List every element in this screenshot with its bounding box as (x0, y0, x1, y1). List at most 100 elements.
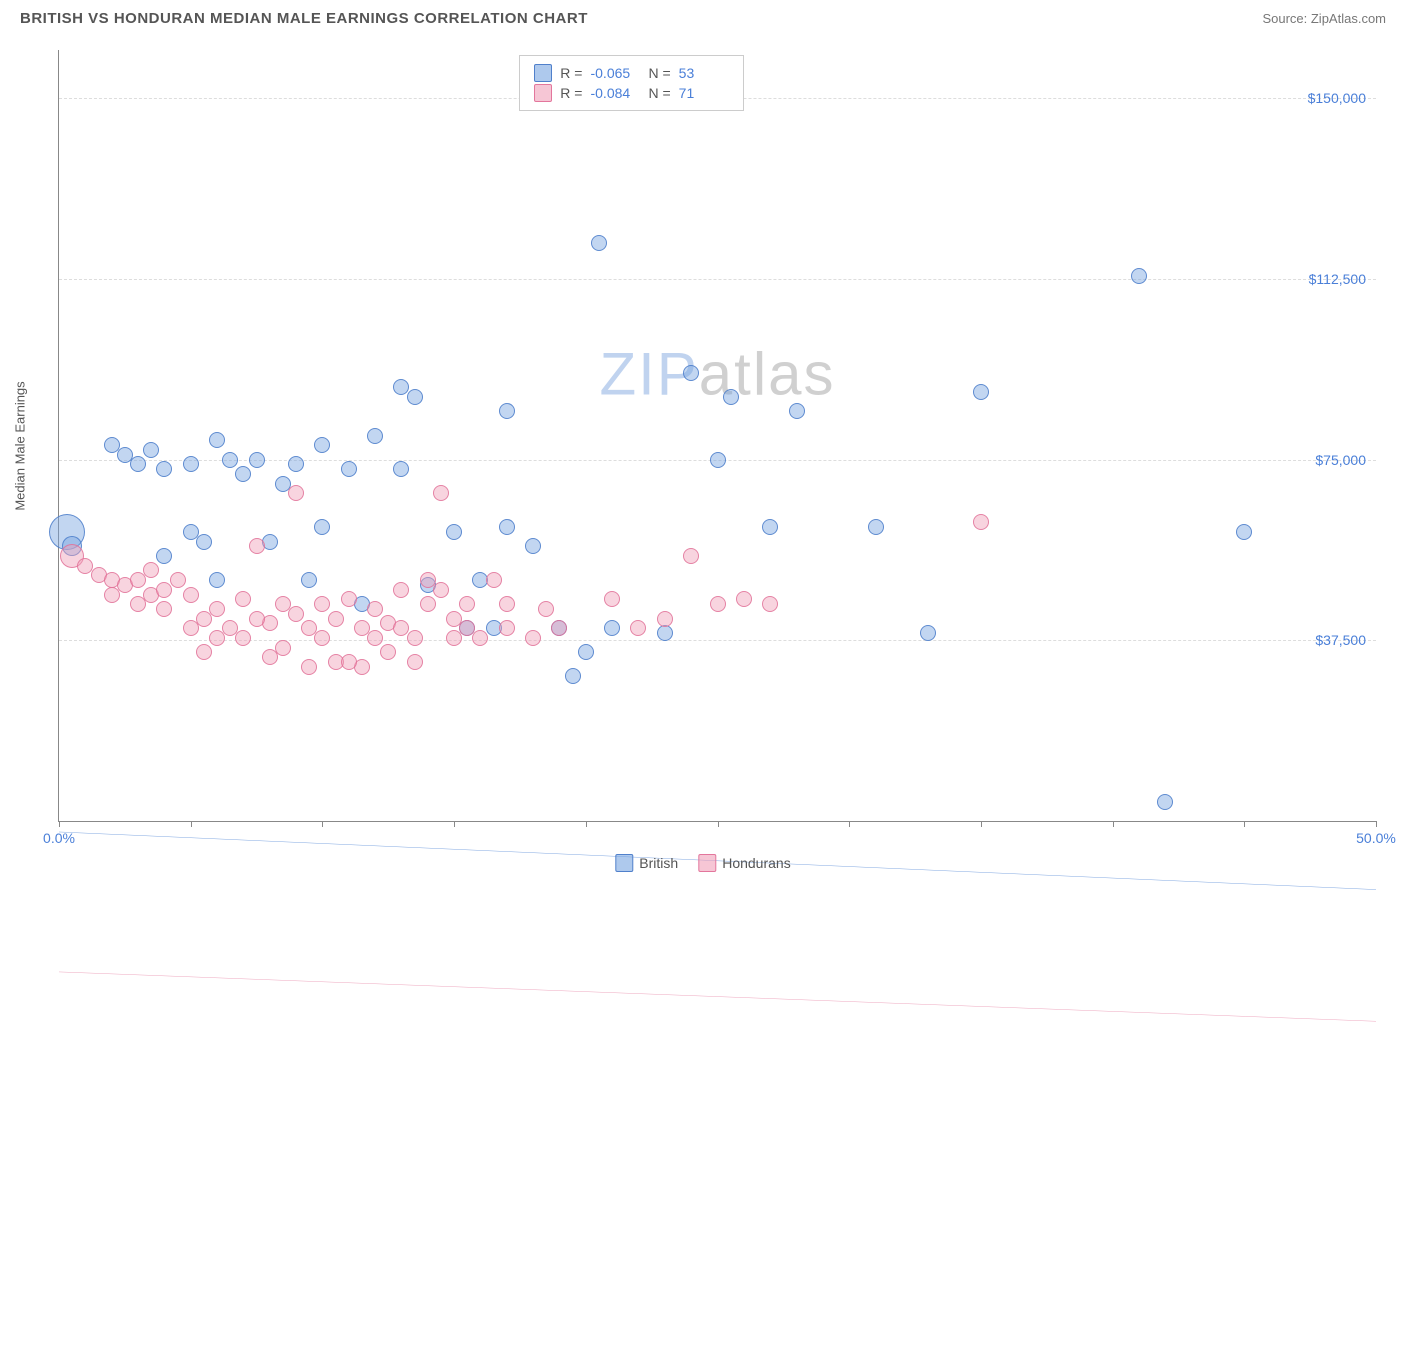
scatter-point (973, 384, 989, 400)
scatter-point (367, 630, 383, 646)
scatter-point (235, 630, 251, 646)
scatter-point (736, 591, 752, 607)
plot-area: ZIPatlas $37,500$75,000$112,500$150,0000… (58, 50, 1376, 822)
grid-line (59, 640, 1376, 641)
x-tick-label: 0.0% (43, 830, 75, 846)
scatter-point (407, 654, 423, 670)
y-tick-label: $112,500 (1309, 271, 1366, 287)
legend-swatch-british (615, 854, 633, 872)
stat-r-hondurans: -0.084 (590, 85, 640, 101)
chart-source: Source: ZipAtlas.com (1262, 11, 1386, 26)
scatter-point (1236, 524, 1252, 540)
scatter-point (209, 432, 225, 448)
scatter-point (762, 519, 778, 535)
scatter-point (341, 461, 357, 477)
stat-n-hondurans: 71 (679, 85, 729, 101)
scatter-point (446, 524, 462, 540)
scatter-point (657, 611, 673, 627)
y-tick-label: $150,000 (1308, 90, 1366, 106)
scatter-point (367, 428, 383, 444)
scatter-point (472, 630, 488, 646)
scatter-point (143, 442, 159, 458)
grid-line (59, 279, 1376, 280)
swatch-british (534, 64, 552, 82)
scatter-point (710, 452, 726, 468)
x-tick-label: 50.0% (1356, 830, 1396, 846)
y-tick-label: $37,500 (1315, 632, 1366, 648)
stat-row-british: R = -0.065 N = 53 (534, 64, 728, 82)
legend-label-hondurans: Hondurans (722, 855, 791, 871)
scatter-point (183, 587, 199, 603)
scatter-point (196, 534, 212, 550)
bottom-legend: British Hondurans (615, 854, 790, 872)
x-tick (191, 821, 192, 827)
scatter-point (209, 572, 225, 588)
scatter-point (723, 389, 739, 405)
legend-label-british: British (639, 855, 678, 871)
y-axis-label: Median Male Earnings (13, 381, 28, 510)
scatter-point (683, 548, 699, 564)
scatter-point (275, 640, 291, 656)
watermark-atlas: atlas (699, 340, 836, 407)
x-tick (59, 821, 60, 827)
x-tick (981, 821, 982, 827)
scatter-point (565, 668, 581, 684)
scatter-point (235, 591, 251, 607)
scatter-point (604, 591, 620, 607)
scatter-point (459, 596, 475, 612)
x-tick (322, 821, 323, 827)
scatter-point (249, 611, 265, 627)
scatter-point (314, 596, 330, 612)
scatter-point (328, 611, 344, 627)
scatter-point (630, 620, 646, 636)
scatter-point (683, 365, 699, 381)
scatter-point (789, 403, 805, 419)
plot: ZIPatlas $37,500$75,000$112,500$150,0000… (58, 50, 1376, 822)
scatter-point (551, 620, 567, 636)
scatter-point (486, 572, 502, 588)
scatter-point (1157, 794, 1173, 810)
scatter-point (209, 601, 225, 617)
scatter-point (235, 466, 251, 482)
scatter-point (196, 644, 212, 660)
scatter-point (538, 601, 554, 617)
stat-row-hondurans: R = -0.084 N = 71 (534, 84, 728, 102)
scatter-point (710, 596, 726, 612)
chart-title: BRITISH VS HONDURAN MEDIAN MALE EARNINGS… (20, 10, 588, 27)
scatter-point (341, 591, 357, 607)
scatter-point (407, 630, 423, 646)
watermark: ZIPatlas (599, 339, 835, 408)
scatter-point (156, 461, 172, 477)
swatch-hondurans (534, 84, 552, 102)
scatter-point (367, 601, 383, 617)
scatter-point (433, 485, 449, 501)
scatter-point (288, 606, 304, 622)
scatter-point (143, 562, 159, 578)
scatter-point (868, 519, 884, 535)
scatter-point (301, 572, 317, 588)
trend-line (59, 972, 1376, 1021)
scatter-point (341, 654, 357, 670)
stat-r-label: R = (560, 65, 582, 81)
scatter-point (393, 461, 409, 477)
scatter-point (301, 659, 317, 675)
scatter-point (420, 596, 436, 612)
x-tick (1244, 821, 1245, 827)
scatter-point (156, 548, 172, 564)
scatter-point (1131, 268, 1147, 284)
scatter-point (222, 452, 238, 468)
scatter-point (183, 456, 199, 472)
scatter-point (249, 538, 265, 554)
scatter-point (314, 437, 330, 453)
scatter-point (525, 538, 541, 554)
x-tick (849, 821, 850, 827)
scatter-point (407, 389, 423, 405)
scatter-point (288, 456, 304, 472)
scatter-point (314, 630, 330, 646)
scatter-point (591, 235, 607, 251)
chart-container: BRITISH VS HONDURAN MEDIAN MALE EARNINGS… (10, 10, 1396, 882)
stat-n-label: N = (648, 65, 670, 81)
x-tick (1113, 821, 1114, 827)
stat-n-british: 53 (679, 65, 729, 81)
scatter-point (973, 514, 989, 530)
